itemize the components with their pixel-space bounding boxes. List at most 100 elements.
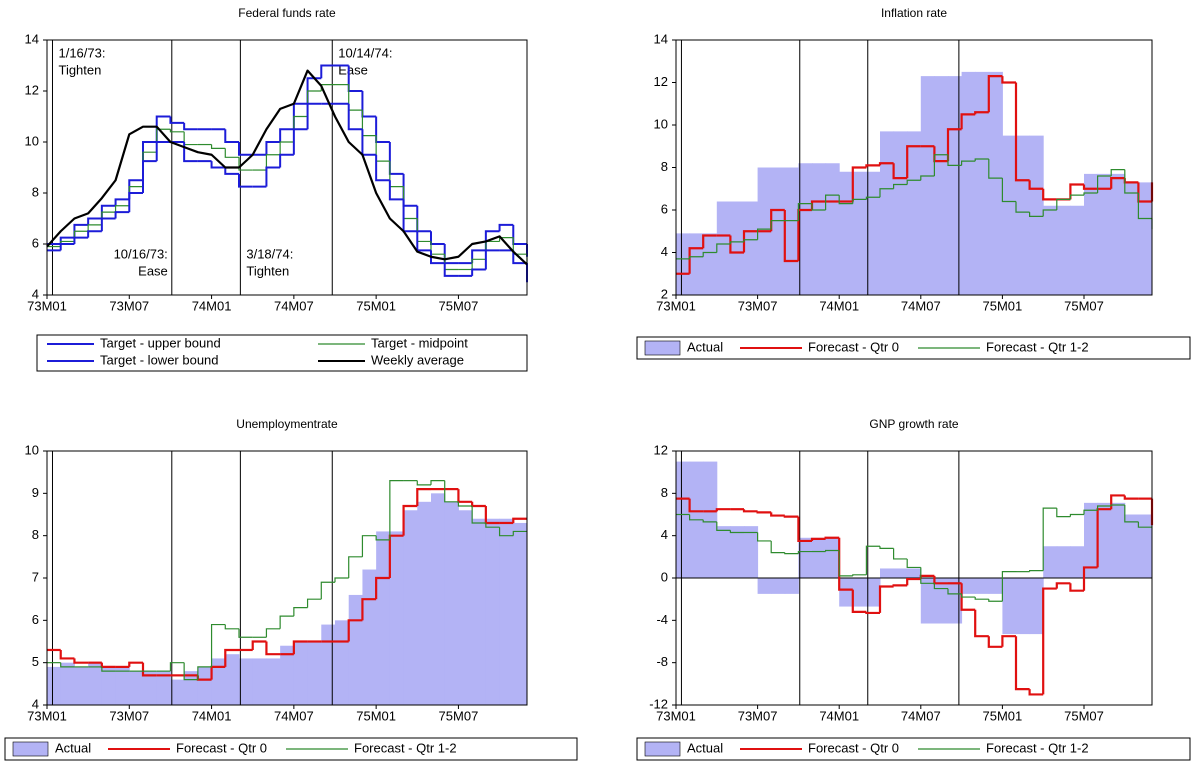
step-segment (430, 480, 445, 485)
area-bar (156, 671, 171, 705)
step-segment (87, 224, 102, 232)
area-bar (798, 537, 813, 578)
area-bar (60, 662, 75, 705)
step-segment (1056, 198, 1071, 210)
step-segment (114, 205, 130, 213)
y-tick-label: 12 (654, 74, 668, 89)
step-segment (402, 504, 418, 536)
step-segment (512, 517, 527, 523)
y-tick-label: 10 (25, 442, 39, 457)
step-segment (1042, 188, 1057, 201)
y-tick-label: -12 (649, 696, 668, 711)
chart-title: Federal funds rate (238, 6, 336, 20)
step-segment (1083, 192, 1098, 196)
area-bar (1002, 578, 1017, 635)
step-segment (348, 556, 363, 578)
y-tick-label: 12 (654, 442, 668, 457)
step-segment (389, 480, 404, 540)
y-tick-label: 10 (654, 116, 668, 131)
area-bar (920, 578, 935, 624)
area-bar (825, 537, 840, 578)
step-segment (471, 506, 486, 524)
step-segment (1110, 169, 1125, 176)
step-segment (1055, 582, 1071, 589)
legend-label: Target - lower bound (100, 352, 219, 367)
step-segment (1096, 505, 1112, 511)
step-segment (512, 250, 527, 265)
y-tick-label: 14 (654, 31, 668, 46)
x-tick-label: 73M01 (656, 708, 696, 723)
area-bar (757, 578, 772, 594)
step-segment (756, 228, 772, 240)
step-segment (852, 574, 867, 576)
area-bar (676, 233, 691, 295)
step-segment (484, 249, 500, 270)
step-segment (688, 247, 704, 274)
area-bar (1097, 173, 1112, 295)
step-segment (987, 75, 1003, 113)
area-bar (1056, 546, 1071, 578)
step-segment (742, 509, 758, 513)
step-segment (238, 628, 253, 638)
y-tick-label: 2 (661, 286, 668, 301)
area-bar (101, 666, 117, 705)
area-bar (335, 620, 350, 705)
step-segment (1015, 201, 1030, 213)
step-segment (838, 195, 853, 205)
event-label: 10/16/73: (114, 246, 168, 261)
y-tick-label: 10 (25, 133, 39, 148)
legend-label: Forecast - Qtr 1-2 (986, 740, 1089, 755)
legend-label: Target - upper bound (100, 335, 221, 350)
step-segment (810, 537, 826, 541)
x-tick-label: 74M07 (901, 298, 941, 313)
step-segment (851, 166, 867, 202)
plot-frame (47, 40, 527, 295)
area-bar (1138, 182, 1153, 295)
step-segment (1042, 209, 1057, 217)
x-tick-label: 75M01 (356, 708, 396, 723)
area-bar (403, 510, 418, 705)
step-segment (416, 488, 431, 507)
step-segment (742, 230, 758, 253)
step-segment (729, 241, 744, 244)
legend-label: Target - midpoint (371, 335, 468, 350)
y-tick-label: -4 (656, 612, 668, 627)
step-segment (100, 217, 116, 232)
step-segment (197, 666, 212, 680)
x-tick-label: 73M01 (656, 298, 696, 313)
x-tick-label: 73M07 (738, 298, 778, 313)
area-bar (988, 578, 1003, 594)
step-segment (960, 583, 976, 611)
area-bar (513, 522, 528, 705)
area-bar (839, 578, 854, 607)
step-segment (878, 162, 894, 166)
x-tick-label: 74M07 (274, 708, 314, 723)
area-bar (1029, 578, 1044, 635)
area-bar (431, 493, 446, 705)
series-line (46, 69, 528, 266)
step-segment (920, 567, 935, 584)
area-bar (348, 594, 363, 705)
x-tick-label: 73M01 (27, 708, 67, 723)
area-bar (812, 537, 827, 578)
step-segment (224, 167, 239, 175)
step-segment (988, 599, 1003, 602)
area-bar (280, 645, 295, 705)
step-segment (770, 540, 785, 554)
area-bar (716, 201, 731, 295)
step-segment (920, 175, 935, 181)
area-bar (307, 641, 322, 705)
area-bar (1097, 502, 1112, 578)
y-tick-label: 14 (25, 31, 39, 46)
step-segment (1028, 689, 1044, 696)
step-segment (947, 588, 962, 595)
area-bar (1084, 502, 1099, 578)
step-segment (824, 194, 840, 210)
area-bar (880, 131, 895, 295)
y-tick-label: 8 (32, 184, 39, 199)
x-tick-label: 74M07 (901, 708, 941, 723)
step-segment (73, 236, 89, 244)
event-label: 10/14/74: (338, 45, 392, 60)
step-segment (1001, 76, 1016, 84)
x-tick-label: 75M01 (983, 298, 1023, 313)
